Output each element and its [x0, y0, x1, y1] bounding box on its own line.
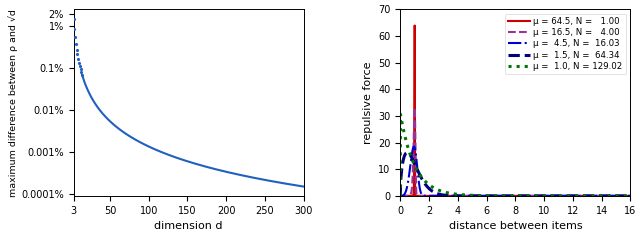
μ = 16.5, N =   4.00: [622, 194, 630, 197]
μ = 64.5, N =   1.00: [396, 194, 404, 197]
μ =  4.5, N =  16.03: [597, 194, 605, 197]
μ = 16.5, N =   4.00: [484, 194, 492, 197]
μ =  1.0, N = 129.02: [484, 194, 492, 197]
μ =  4.5, N =  16.03: [410, 145, 418, 148]
Line: μ =  1.0, N = 129.02: μ = 1.0, N = 129.02: [400, 114, 630, 196]
μ = 16.5, N =   4.00: [396, 194, 404, 197]
μ = 64.5, N =   1.00: [495, 194, 502, 197]
μ =  1.5, N =  64.34: [423, 185, 431, 187]
μ =  1.0, N = 129.02: [622, 194, 630, 197]
μ =  4.5, N =  16.03: [627, 194, 634, 197]
μ =  1.5, N =  64.34: [597, 194, 605, 197]
μ =  1.5, N =  64.34: [622, 194, 630, 197]
μ =  1.0, N = 129.02: [627, 194, 634, 197]
μ = 16.5, N =   4.00: [627, 194, 634, 197]
μ =  1.5, N =  64.34: [403, 151, 411, 154]
μ =  1.0, N = 129.02: [396, 194, 404, 197]
μ = 64.5, N =   1.00: [627, 194, 634, 197]
μ = 16.5, N =   4.00: [436, 194, 444, 197]
μ = 64.5, N =   1.00: [622, 194, 630, 197]
μ =  1.5, N =  64.34: [627, 194, 634, 197]
μ = 64.5, N =   1.00: [436, 194, 444, 197]
Line: μ =  1.5, N =  64.34: μ = 1.5, N = 64.34: [400, 153, 630, 196]
Line: μ = 64.5, N =   1.00: μ = 64.5, N = 1.00: [400, 25, 630, 196]
μ =  1.0, N = 129.02: [397, 113, 404, 115]
μ = 64.5, N =   1.00: [423, 194, 431, 197]
μ =  1.0, N = 129.02: [495, 194, 502, 197]
μ =  4.5, N =  16.03: [622, 194, 630, 197]
μ =  4.5, N =  16.03: [423, 194, 431, 197]
Legend: μ = 64.5, N =   1.00, μ = 16.5, N =   4.00, μ =  4.5, N =  16.03, μ =  1.5, N = : μ = 64.5, N = 1.00, μ = 16.5, N = 4.00, …: [505, 14, 626, 74]
μ =  1.5, N =  64.34: [436, 193, 444, 196]
μ =  1.5, N =  64.34: [396, 194, 404, 197]
X-axis label: distance between items: distance between items: [449, 221, 582, 231]
μ =  4.5, N =  16.03: [396, 194, 404, 197]
μ = 16.5, N =   4.00: [495, 194, 502, 197]
Y-axis label: maximum difference between ρ and √d: maximum difference between ρ and √d: [9, 9, 19, 197]
X-axis label: dimension d: dimension d: [154, 221, 223, 231]
μ =  4.5, N =  16.03: [436, 194, 444, 197]
μ =  4.5, N =  16.03: [484, 194, 492, 197]
Line: μ = 16.5, N =   4.00: μ = 16.5, N = 4.00: [400, 108, 630, 196]
μ = 64.5, N =   1.00: [484, 194, 492, 197]
Line: μ =  4.5, N =  16.03: μ = 4.5, N = 16.03: [400, 147, 630, 196]
μ =  1.0, N = 129.02: [597, 194, 605, 197]
μ =  4.5, N =  16.03: [495, 194, 502, 197]
μ =  1.5, N =  64.34: [495, 194, 502, 197]
μ = 64.5, N =   1.00: [597, 194, 605, 197]
μ = 16.5, N =   4.00: [411, 106, 419, 109]
μ = 64.5, N =   1.00: [411, 24, 419, 27]
μ =  1.0, N = 129.02: [436, 189, 444, 192]
μ =  1.0, N = 129.02: [423, 181, 431, 184]
Y-axis label: repulsive force: repulsive force: [363, 61, 372, 144]
μ =  1.5, N =  64.34: [484, 194, 492, 197]
μ = 16.5, N =   4.00: [423, 194, 431, 197]
μ = 16.5, N =   4.00: [597, 194, 605, 197]
